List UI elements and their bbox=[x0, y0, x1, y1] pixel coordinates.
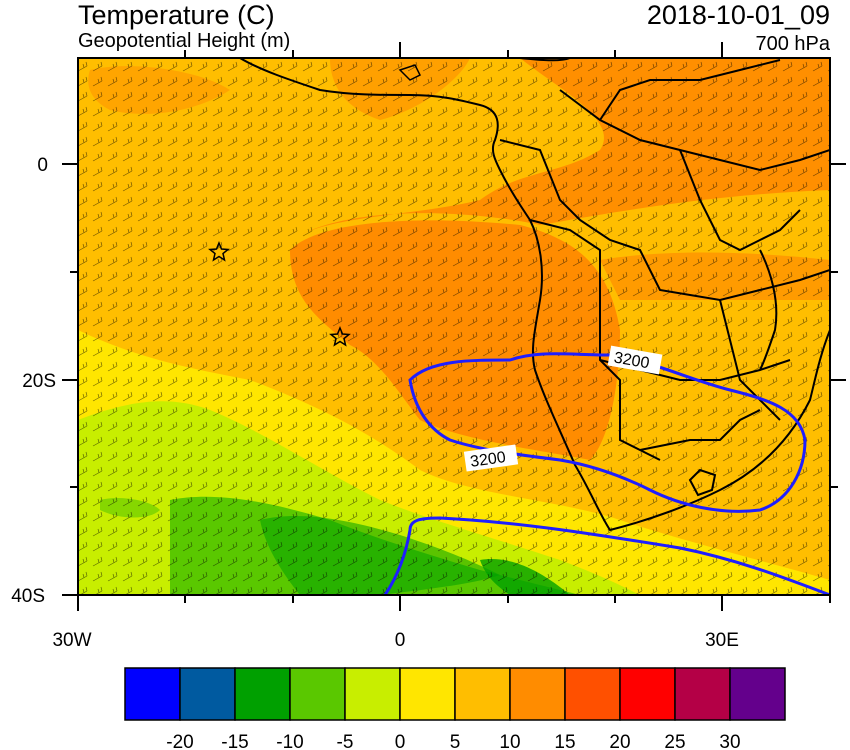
tick-marks bbox=[62, 42, 846, 611]
colorbar-swatch bbox=[674, 667, 731, 721]
x-tick-30w: 30W bbox=[52, 630, 91, 651]
colorbar-swatch bbox=[454, 667, 511, 721]
svg-text:3200: 3200 bbox=[613, 349, 651, 372]
x-tick-0: 0 bbox=[395, 630, 406, 651]
colorbar-label: -20 bbox=[166, 732, 193, 750]
colorbar-label: 10 bbox=[499, 732, 520, 750]
colorbar-swatch bbox=[564, 667, 621, 721]
colorbar-label: 0 bbox=[395, 732, 406, 750]
colorbar-label: 5 bbox=[450, 732, 461, 750]
pressure-level: 700 hPa bbox=[755, 33, 830, 55]
colorbar-swatch bbox=[179, 667, 236, 721]
map-subtitle: Geopotential Height (m) bbox=[78, 30, 291, 52]
colorbar-swatch bbox=[234, 667, 291, 721]
colorbar-label: 30 bbox=[719, 732, 740, 750]
geopotential-contours bbox=[383, 352, 830, 595]
y-tick-40s: 40S bbox=[11, 586, 45, 607]
map-frame bbox=[77, 57, 831, 596]
temperature-field bbox=[78, 58, 830, 595]
contour-label-2: 3200 bbox=[463, 444, 519, 472]
colorbar-label: 25 bbox=[664, 732, 685, 750]
station-star-1 bbox=[208, 241, 230, 262]
colorbar-swatch bbox=[399, 667, 456, 721]
colorbar-swatch bbox=[509, 667, 566, 721]
coastlines bbox=[239, 58, 830, 532]
colorbar-label: 20 bbox=[609, 732, 630, 750]
colorbar-swatch bbox=[124, 667, 181, 721]
colorbar-swatch bbox=[344, 667, 401, 721]
station-star-2 bbox=[329, 326, 351, 347]
colorbar-label: -10 bbox=[276, 732, 303, 750]
colorbar-swatch bbox=[619, 667, 676, 721]
valid-time: 2018-10-01_09 bbox=[646, 0, 830, 30]
colorbar-swatch bbox=[289, 667, 346, 721]
colorbar-label: 15 bbox=[554, 732, 575, 750]
y-tick-0: 0 bbox=[37, 155, 48, 176]
colorbar-label: -5 bbox=[337, 732, 354, 750]
map-title: Temperature (C) bbox=[78, 0, 275, 30]
contour-label-1: 3200 bbox=[607, 345, 663, 375]
x-tick-30e: 30E bbox=[705, 630, 739, 651]
colorbar-swatch bbox=[729, 667, 786, 721]
colorbar: -20 -15 -10 -5 0 5 10 15 20 25 30 bbox=[124, 667, 786, 750]
svg-text:3200: 3200 bbox=[469, 449, 507, 471]
colorbar-label: -15 bbox=[221, 732, 248, 750]
y-tick-20s: 20S bbox=[22, 371, 56, 392]
